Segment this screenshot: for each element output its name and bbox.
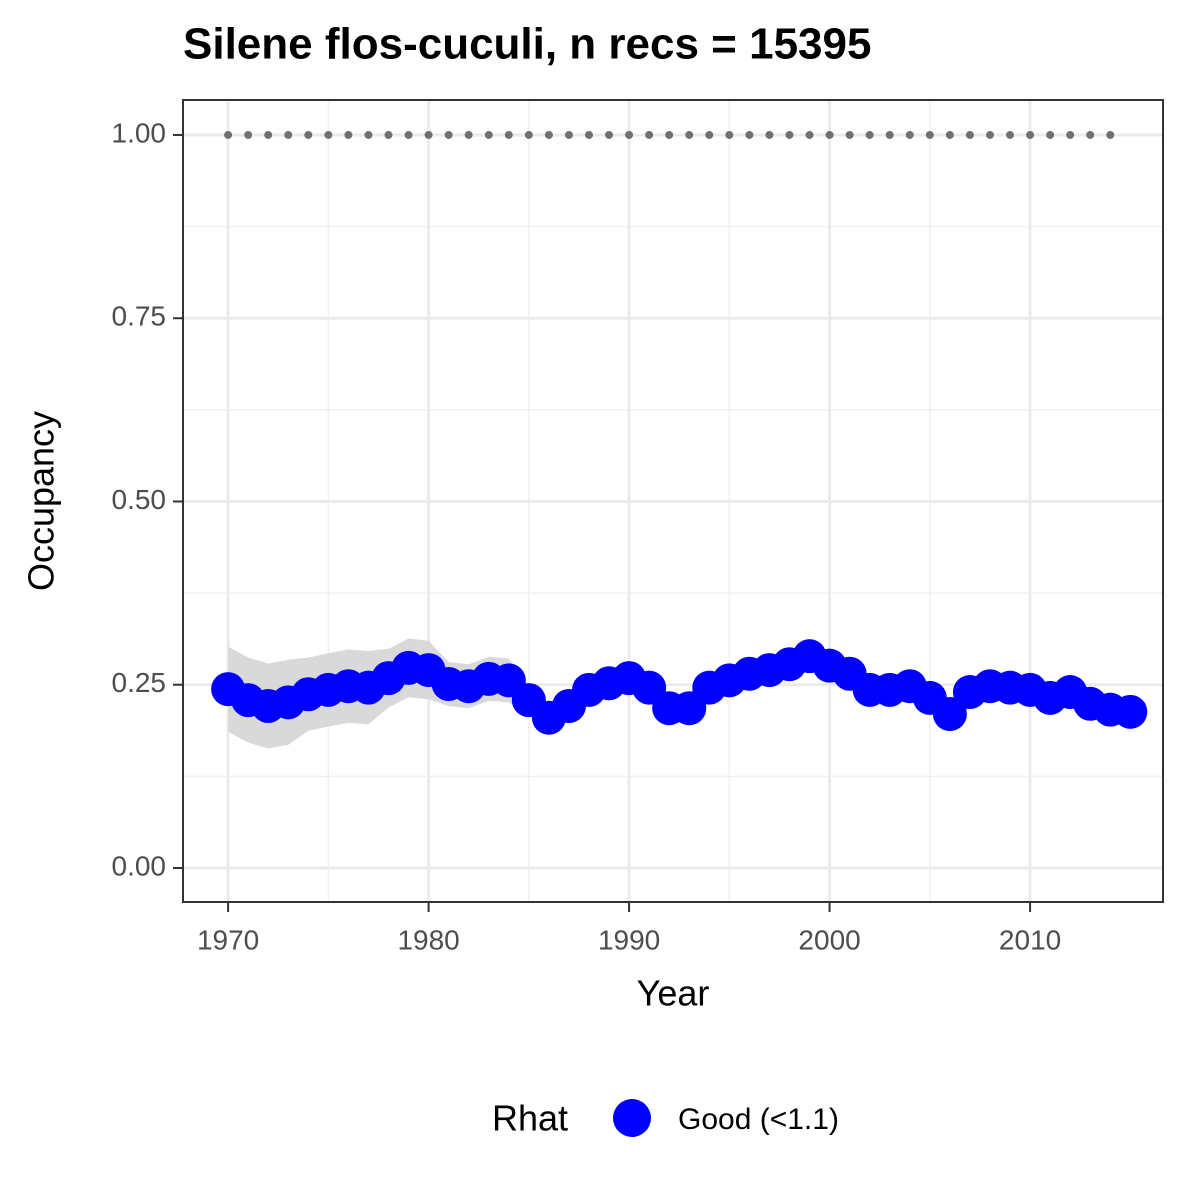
chart-title: Silene flos-cuculi, n recs = 15395	[183, 20, 871, 69]
point	[932, 697, 967, 732]
y-tick-label: 1.00	[112, 117, 167, 148]
y-tick-label: 0.00	[112, 850, 167, 881]
y-axis-title: Occupancy	[21, 411, 62, 591]
x-axis-title: Year	[637, 973, 710, 1014]
x-tick-label: 1980	[397, 924, 459, 955]
legend-label: Good (<1.1)	[678, 1103, 839, 1136]
legend-key	[613, 1099, 651, 1137]
y-tick-label: 0.50	[112, 484, 167, 515]
point	[1113, 694, 1148, 729]
panel-border	[182, 99, 1164, 903]
x-tick-label: 2010	[999, 924, 1061, 955]
x-tick-label: 1970	[197, 924, 259, 955]
y-tick-label: 0.25	[112, 667, 167, 698]
x-tick-label: 1990	[598, 924, 660, 955]
y-tick-label: 0.75	[112, 301, 167, 332]
legend-title: Rhat	[492, 1098, 568, 1139]
confidence-band	[228, 638, 1131, 749]
x-tick-label: 2000	[798, 924, 860, 955]
